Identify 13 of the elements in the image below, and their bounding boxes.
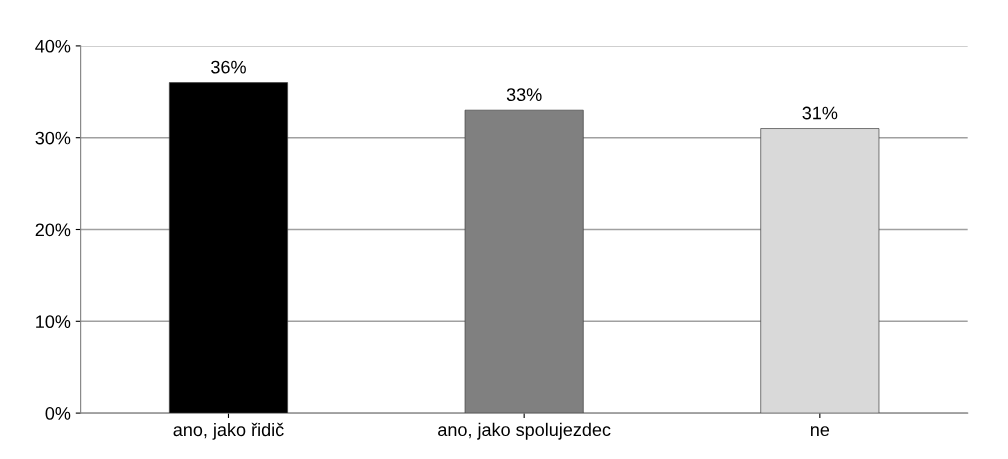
x-tick-label: ano, jako spolujezdec (438, 422, 611, 440)
data-label: 33% (506, 88, 542, 102)
y-tick-label: 20% (35, 223, 71, 237)
y-tick-label: 30% (35, 131, 71, 145)
data-label: 36% (211, 60, 246, 74)
bar (760, 128, 880, 414)
y-tick-label: 0% (45, 407, 71, 420)
x-tick-label: ano, jako řidič (173, 422, 284, 440)
bar (168, 82, 288, 414)
x-tick-label: ne (811, 426, 830, 437)
y-tick-label: 10% (36, 315, 71, 329)
data-label: 31% (802, 106, 838, 120)
y-tick-label: 40% (35, 39, 71, 53)
